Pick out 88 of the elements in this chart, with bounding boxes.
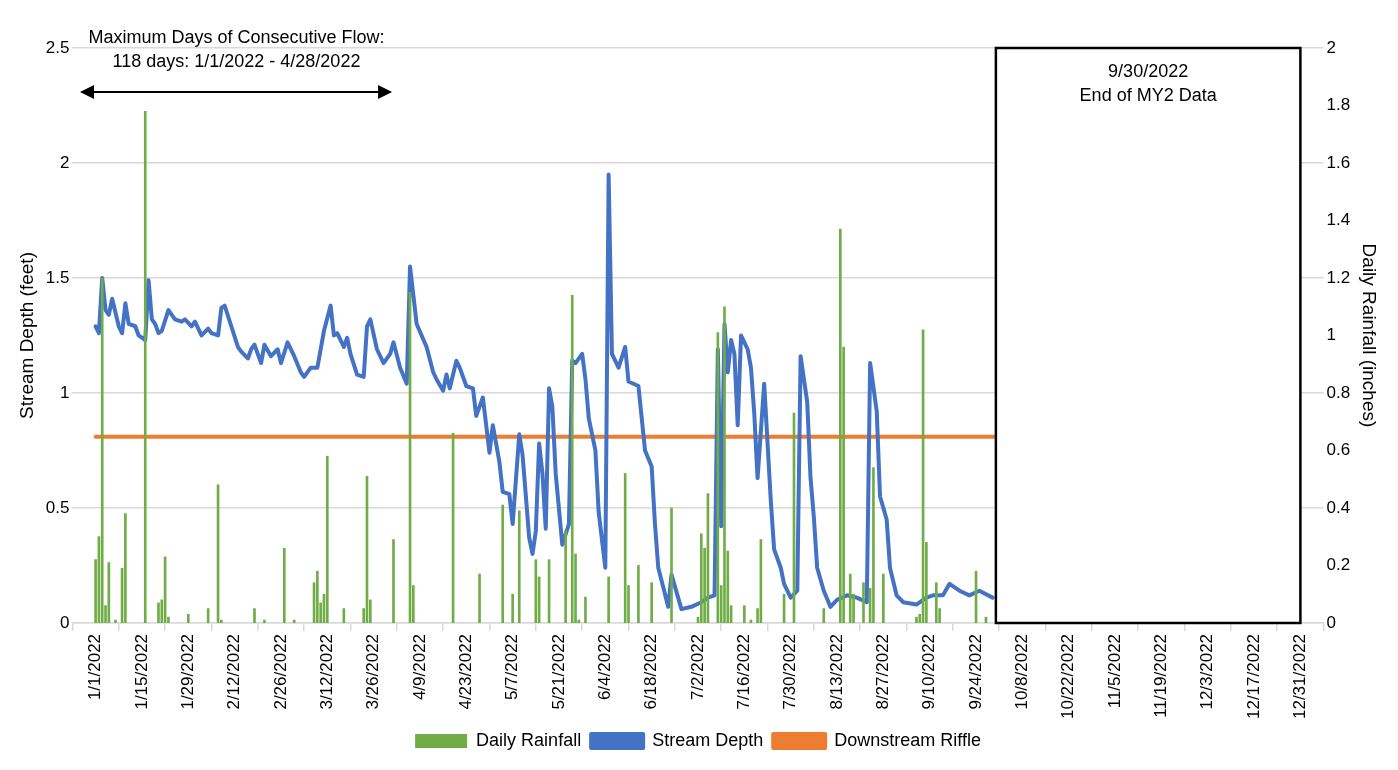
x-tick-label: 3/12/2022: [316, 633, 336, 710]
bar: [862, 582, 865, 623]
y2-axis-title: Daily Rainfall (inches): [1359, 243, 1381, 428]
bar: [534, 559, 538, 623]
y2-tick-label: 1.2: [1326, 267, 1351, 287]
y-tick-label: 0.5: [45, 497, 70, 517]
annotation: Maximum Days of Consecutive Flow: 118 days: 1/1/2022 - 4/28/2022: [88, 26, 385, 71]
bar: [501, 504, 505, 623]
bar: [316, 570, 319, 623]
bar: [100, 277, 104, 623]
x-tick-label: 5/7/2022: [502, 633, 522, 701]
bar: [282, 547, 286, 623]
y2-tick-label: 0.8: [1326, 382, 1351, 402]
y-tick-label: 2.5: [45, 37, 70, 57]
bar: [478, 573, 481, 623]
x-tick-label: 7/30/2022: [780, 633, 800, 710]
bar: [292, 619, 296, 623]
y-tick-label: 2: [59, 152, 70, 172]
y2-tick-label: 1.8: [1326, 95, 1351, 115]
bar: [839, 228, 842, 623]
bar: [607, 576, 610, 623]
x-tick-label: 7/2/2022: [687, 633, 707, 701]
x-tick-label: 10/22/2022: [1058, 633, 1078, 720]
y-tick-label: 1: [59, 382, 70, 402]
y2-tick-label: 0.2: [1326, 555, 1351, 575]
x-tick-label: 1/15/2022: [131, 633, 151, 710]
bar: [670, 507, 673, 623]
y2-tick-label: 1.4: [1326, 210, 1351, 230]
x-tick-label: 12/3/2022: [1197, 633, 1217, 710]
x-tick-label: 2/12/2022: [224, 633, 244, 710]
x-tick-label: 7/16/2022: [734, 633, 754, 710]
x-tick-label: 12/17/2022: [1243, 633, 1263, 720]
bar: [882, 573, 885, 623]
x-tick-label: 4/23/2022: [456, 633, 475, 710]
x-tick-label: 11/19/2022: [1151, 633, 1171, 718]
x-tick-label: 2/26/2022: [270, 633, 290, 710]
bar: [848, 573, 852, 623]
y-tick-label: 1.5: [45, 267, 70, 287]
bar: [650, 582, 653, 623]
x-tick-label: 8/27/2022: [873, 633, 893, 710]
x-tick-label: 3/26/2022: [363, 633, 383, 710]
bar: [263, 619, 266, 623]
bar: [623, 473, 627, 623]
x-tick-label: 9/10/2022: [919, 633, 939, 710]
legend-label: Stream Depth: [652, 729, 764, 750]
y2-tick-label: 0.6: [1326, 440, 1351, 460]
x-tick-label: 6/18/2022: [641, 633, 661, 710]
x-tick-label: 1/1/2022: [85, 633, 105, 701]
x-tick-label: 10/8/2022: [1012, 633, 1032, 710]
y-axis-title: Stream Depth (feet): [15, 252, 37, 419]
x-tick-label: 1/29/2022: [177, 633, 197, 710]
x-tick-label: 11/5/2022: [1104, 633, 1124, 709]
y2-tick-label: 1: [1326, 325, 1337, 345]
bar: [934, 582, 938, 623]
bar: [124, 513, 127, 623]
legend-label: Downstream Riffle: [834, 729, 981, 750]
bar: [511, 593, 514, 623]
bar: [584, 596, 587, 623]
y2-tick-label: 0: [1326, 612, 1337, 632]
y2-tick-label: 2: [1326, 37, 1337, 57]
bar: [699, 533, 703, 623]
y-tick-label: 0: [59, 612, 70, 632]
bar: [570, 294, 574, 623]
bar: [325, 455, 329, 623]
bar: [143, 110, 147, 623]
bar: [392, 539, 395, 623]
bar: [564, 530, 567, 623]
y2-tick-label: 0.4: [1326, 497, 1351, 517]
x-tick-label: 8/13/2022: [826, 633, 846, 710]
bar: [114, 619, 117, 623]
x-tick-label: 9/24/2022: [965, 633, 985, 710]
bar: [157, 602, 160, 623]
bar: [637, 565, 640, 623]
bar: [743, 605, 746, 623]
x-tick-label: 4/9/2022: [409, 633, 429, 701]
bar: [822, 608, 826, 623]
bar: [915, 616, 918, 623]
band-label: 9/30/2022 End of MY2 Data: [1079, 60, 1218, 105]
bar: [723, 306, 726, 623]
x-tick-label: 5/21/2022: [548, 633, 568, 710]
x-tick-label: 12/31/2022: [1290, 633, 1310, 720]
x-tick-label: 6/4/2022: [595, 633, 615, 701]
bar: [872, 467, 875, 623]
bar: [517, 510, 521, 623]
legend-label: Daily Rainfall: [476, 729, 582, 750]
bar: [253, 608, 256, 623]
bar: [186, 613, 190, 623]
y2-tick-label: 1.6: [1326, 152, 1351, 172]
